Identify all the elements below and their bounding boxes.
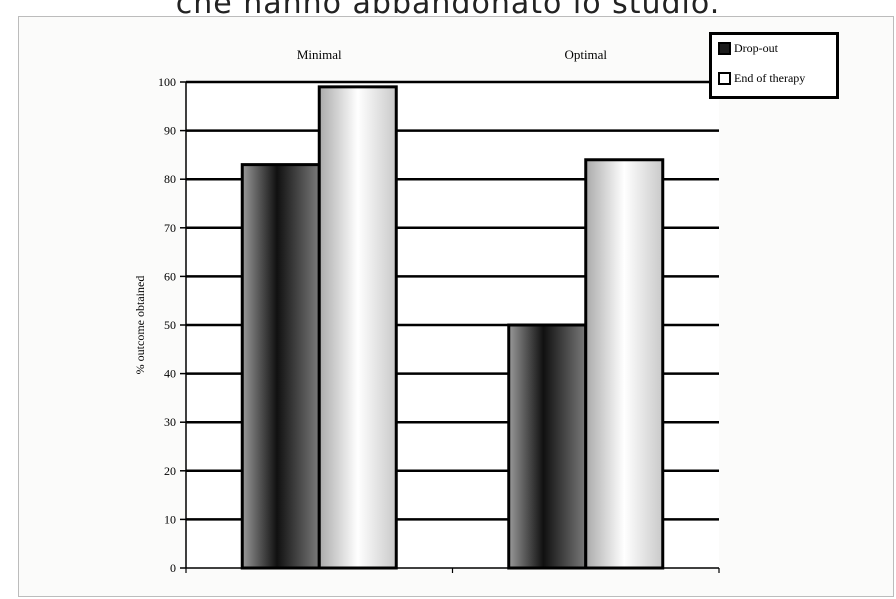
legend-label-end-of-therapy: End of therapy (734, 71, 806, 85)
bar-optimal-drop-out (507, 323, 588, 570)
legend-swatch-end-of-therapy (718, 72, 731, 85)
y-tick-label-80: 80 (164, 172, 176, 186)
legend-swatch-drop-out (718, 42, 731, 55)
chart-legend: Drop-out End of therapy (709, 32, 839, 99)
bar-chart: 0 10 20 30 40 50 60 70 80 90 100 % outcome obtained… (133, 47, 720, 575)
bar-minimal-end-of-therapy (317, 85, 398, 570)
y-axis-label: % outcome obtained (133, 276, 147, 375)
chart-frame: 0 10 20 30 40 50 60 70 80 90 100 % outcome obtained… (18, 16, 894, 597)
y-tick-label-40: 40 (164, 367, 176, 381)
y-tick-label-10: 10 (164, 512, 176, 526)
legend-item-end-of-therapy: End of therapy (718, 71, 805, 86)
y-tick-label-90: 90 (164, 124, 176, 138)
y-tick-label-30: 30 (164, 415, 176, 429)
category-label-optimal: Optimal (564, 47, 607, 62)
bar-optimal-end-of-therapy (584, 158, 665, 570)
y-tick-label-20: 20 (164, 464, 176, 478)
bar-minimal-drop-out (240, 163, 321, 570)
legend-item-drop-out: Drop-out (718, 41, 778, 56)
y-tick-label-100: 100 (158, 75, 176, 89)
category-label-minimal: Minimal (297, 47, 342, 62)
legend-label-drop-out: Drop-out (734, 41, 778, 55)
y-tick-label-0: 0 (170, 561, 176, 575)
y-tick-label-60: 60 (164, 269, 176, 283)
y-tick-label-50: 50 (164, 318, 176, 332)
y-tick-label-70: 70 (164, 221, 176, 235)
chart-caption: che hanno abbandonato lo studio. (175, 0, 721, 21)
